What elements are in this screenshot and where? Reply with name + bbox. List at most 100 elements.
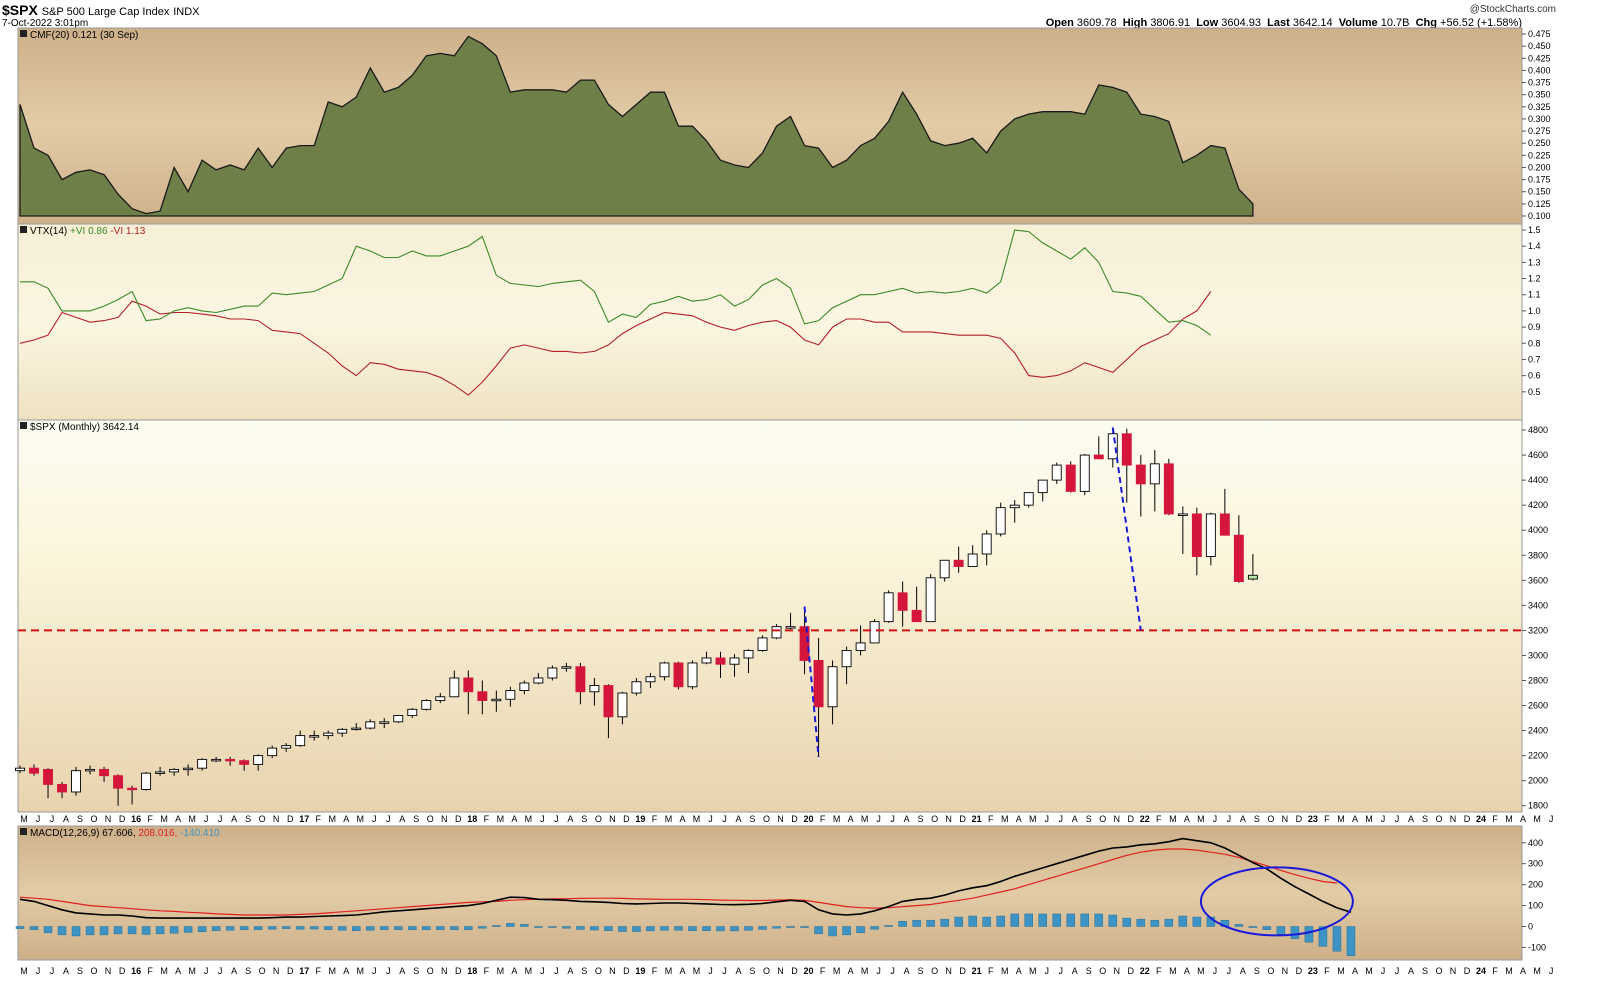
month-axis-bottom-label: A xyxy=(1016,966,1022,976)
candle-body xyxy=(953,559,964,567)
cmf-axis-tick-label: 0.175 xyxy=(1528,175,1551,185)
price-axis-tick-label: 3200 xyxy=(1528,625,1548,635)
month-axis-bottom-label: O xyxy=(763,966,770,976)
cmf-area xyxy=(19,35,1254,217)
month-axis-top-label: J xyxy=(218,814,223,824)
macd-histogram-bar xyxy=(239,926,249,930)
month-axis-top-label: J xyxy=(386,814,391,824)
macd-histogram-bar xyxy=(408,926,417,930)
month-axis-bottom-label: O xyxy=(427,966,434,976)
month-axis-top-label: A xyxy=(679,814,685,824)
month-axis-top-label: J xyxy=(708,814,713,824)
macd-histogram-bar xyxy=(478,926,487,929)
macd-histogram-bar xyxy=(912,919,921,927)
price-legend: $SPX (Monthly) 3642.14 xyxy=(30,422,139,433)
month-axis-bottom-label: M xyxy=(188,966,196,976)
trend-line-2020 xyxy=(803,606,820,757)
month-axis-top-label: N xyxy=(105,814,112,824)
symbol-name: S&P 500 Large Cap Index xyxy=(41,6,170,18)
month-axis-bottom-label: F xyxy=(315,966,321,976)
open-label: Open xyxy=(1045,17,1074,29)
macd-highlight-ellipse xyxy=(1199,866,1354,937)
month-axis-top-label: F xyxy=(988,814,994,824)
macd-histogram-bar xyxy=(702,926,711,931)
month-axis-bottom-label: M xyxy=(525,966,533,976)
macd-histogram-bar xyxy=(323,926,333,930)
candle-body xyxy=(617,692,628,718)
month-axis-top-label: N xyxy=(945,814,952,824)
candle-body xyxy=(771,626,782,639)
macd-histogram-bar xyxy=(772,926,781,929)
month-axis-top-label: O xyxy=(91,814,98,824)
candle-body xyxy=(71,770,81,793)
month-axis-top-label: J xyxy=(722,814,727,824)
macd-histogram-bar xyxy=(436,926,445,930)
macd-histogram-bar xyxy=(1080,913,1090,927)
month-axis-top-label: S xyxy=(1086,814,1092,824)
month-axis-bottom-label: O xyxy=(91,966,98,976)
month-axis-top-label: 18 xyxy=(467,814,477,824)
macd-histogram-bar xyxy=(744,926,753,931)
candle-body xyxy=(127,787,138,791)
month-axis-bottom-label: M xyxy=(1337,966,1345,976)
volume-value: 10.7B xyxy=(1380,17,1410,29)
month-axis-bottom-label: J xyxy=(1227,966,1232,976)
macd-histogram-bar xyxy=(464,926,473,930)
high-value: 3806.91 xyxy=(1150,17,1191,29)
month-axis-bottom-label: A xyxy=(679,966,685,976)
watermark: @StockCharts.com xyxy=(1469,4,1556,15)
chart-date: 7-Oct-2022 3:01pm xyxy=(2,18,89,29)
month-axis-bottom-label: D xyxy=(1296,966,1303,976)
month-axis-top-label: O xyxy=(1099,814,1106,824)
month-axis-top-label: 16 xyxy=(131,814,141,824)
macd-histogram-bar xyxy=(660,926,669,931)
cmf-axis-tick-label: 0.275 xyxy=(1528,126,1551,136)
month-axis-bottom-label: A xyxy=(848,966,854,976)
month-axis-bottom-label: M xyxy=(20,966,28,976)
month-axis-top-label: S xyxy=(1422,814,1428,824)
candle-body xyxy=(99,768,110,777)
macd-axis-tick-label: 200 xyxy=(1528,880,1543,890)
month-axis-bottom-label: M xyxy=(1197,966,1205,976)
month-axis-top-label: M xyxy=(356,814,364,824)
candle-body xyxy=(785,626,796,629)
candle-body xyxy=(113,775,124,789)
month-axis-top-label: 20 xyxy=(804,814,814,824)
volume-label: Volume xyxy=(1338,17,1378,29)
candle-body xyxy=(1149,463,1160,485)
month-axis-top-label: F xyxy=(315,814,321,824)
month-axis-top-label: S xyxy=(413,814,419,824)
month-axis-top-label: 21 xyxy=(972,814,982,824)
cmf-legend: CMF(20) 0.121 (30 Sep) xyxy=(30,30,138,41)
macd-histogram-bar xyxy=(842,926,851,936)
macd-histogram-bar xyxy=(141,926,151,935)
candle-body xyxy=(239,760,250,765)
trend-line-2022 xyxy=(1111,427,1142,631)
vortex-axis-tick-label: 1.1 xyxy=(1528,290,1541,300)
candle-body xyxy=(1023,492,1034,506)
month-axis-bottom-label: J xyxy=(50,966,55,976)
month-axis-top-label: S xyxy=(245,814,251,824)
cmf-axis-tick-label: 0.350 xyxy=(1528,90,1551,100)
cmf-axis-tick-label: 0.400 xyxy=(1528,65,1551,75)
candle-body xyxy=(1065,464,1076,492)
macd-histogram-bar xyxy=(758,926,767,930)
macd-histogram-bar xyxy=(716,926,725,932)
month-axis-top-label: S xyxy=(77,814,83,824)
macd-histogram-bar xyxy=(786,926,795,928)
month-axis-top-label: F xyxy=(1324,814,1330,824)
candle-body xyxy=(533,677,544,684)
cmf-axis-tick-label: 0.450 xyxy=(1528,41,1551,51)
month-axis-bottom-label: N xyxy=(105,966,112,976)
month-axis-top-label: M xyxy=(328,814,336,824)
month-axis-top-label: A xyxy=(1184,814,1190,824)
macd-histogram-bar xyxy=(856,926,865,934)
macd-histogram-bar xyxy=(127,926,137,935)
month-axis-top-label: M xyxy=(160,814,168,824)
month-axis-bottom-label: J xyxy=(722,966,727,976)
month-axis-top-label: 23 xyxy=(1308,814,1318,824)
macd-histogram-bar xyxy=(674,926,683,931)
month-axis-bottom-label: N xyxy=(777,966,784,976)
candle-body xyxy=(813,660,824,708)
month-axis-bottom-label: S xyxy=(1422,966,1428,976)
